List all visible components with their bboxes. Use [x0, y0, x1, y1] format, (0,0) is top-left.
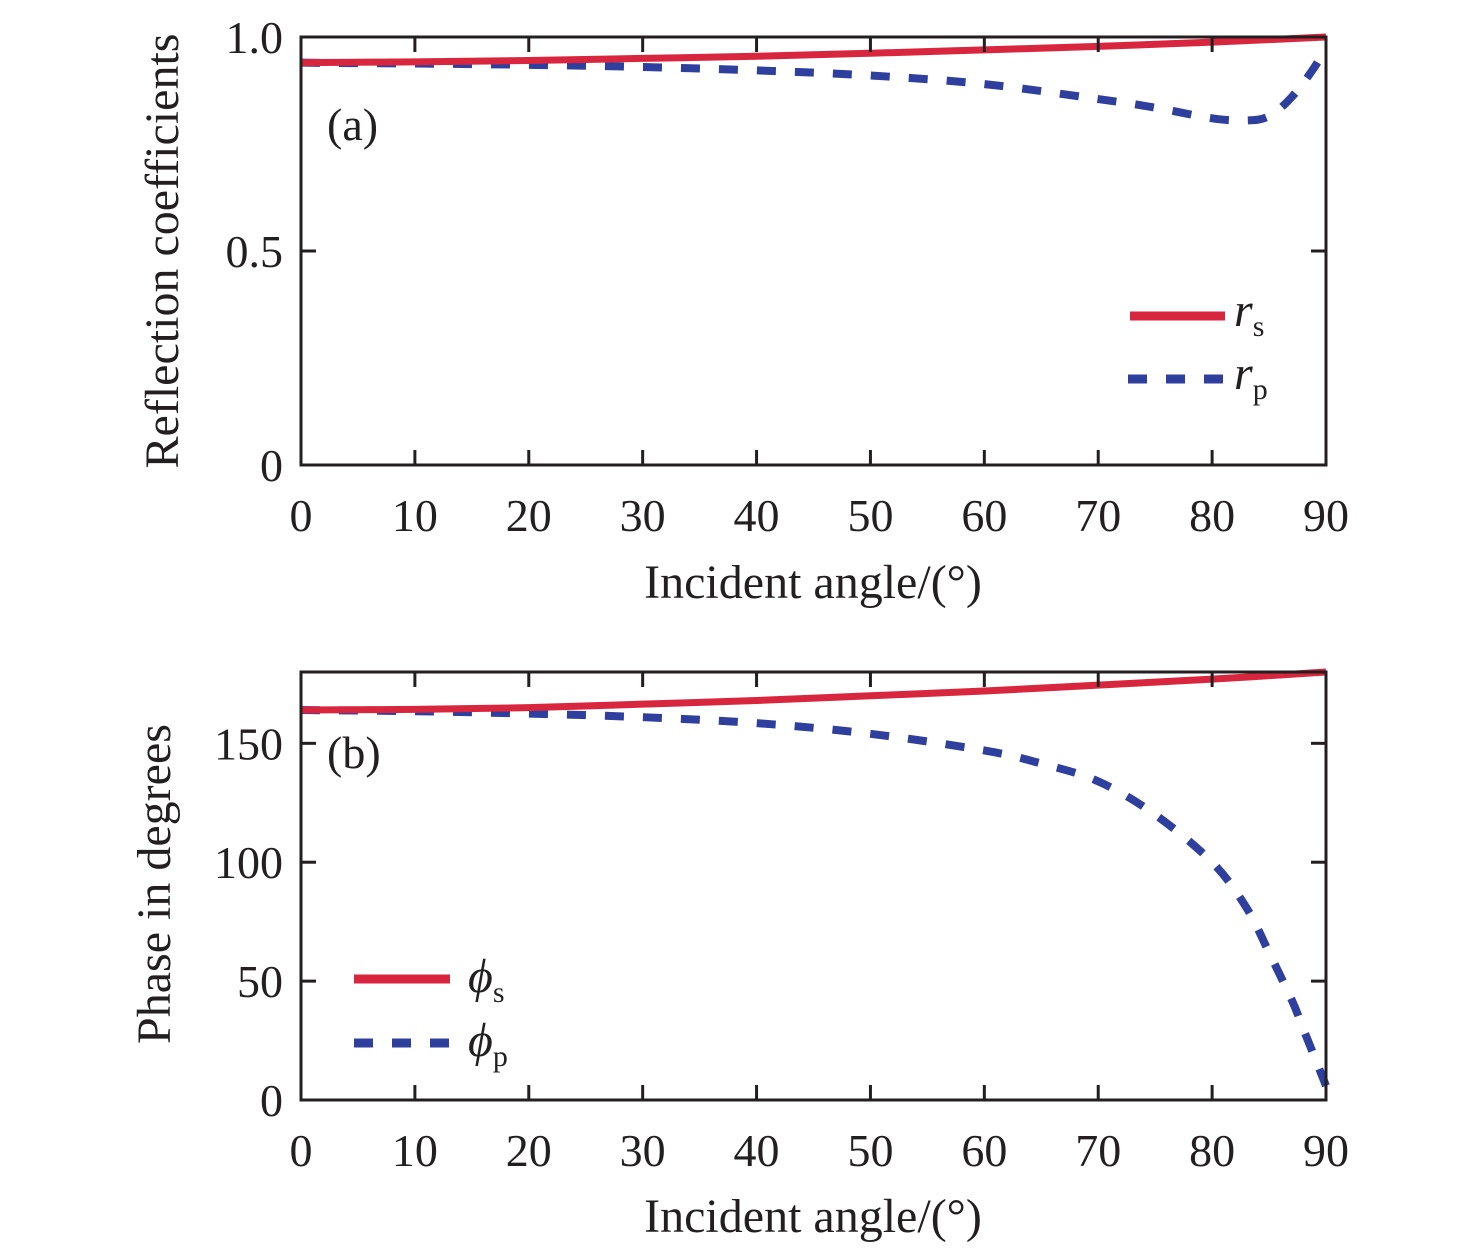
panel-a-xtick-label: 10 — [392, 490, 438, 541]
panel-a-label: (a) — [327, 99, 378, 150]
panel-a-ticks — [301, 37, 1326, 465]
panel-a-xtick-label: 90 — [1303, 490, 1349, 541]
panel-b-ylabel: Phase in degrees — [128, 724, 181, 1044]
panel-b-ytick-label: 50 — [237, 956, 283, 1007]
panel-b-series — [300, 668, 1330, 1088]
panel-a-xtick-label: 50 — [847, 490, 893, 541]
panel-b-series-phi-s — [300, 668, 1327, 714]
panel-b-xtick-label: 50 — [847, 1125, 893, 1176]
panel-a-xtick-label: 70 — [1075, 490, 1121, 541]
panel-b-xtick-label: 60 — [961, 1125, 1007, 1176]
panel-a-series — [300, 33, 1330, 125]
panel-a-series-r-s — [300, 33, 1327, 67]
panel-a-xtick-label: 40 — [734, 490, 780, 541]
legend-label-phi-s: ϕ — [468, 950, 493, 1003]
panel-b-legend: ϕs ϕp — [354, 950, 508, 1073]
svg-text:ϕs: ϕs — [468, 950, 505, 1009]
panel-a: 0 10 20 30 40 50 60 70 80 90 0 0.5 1.0 (a) Incident … — [136, 12, 1349, 609]
panel-a-legend: rs rp — [1128, 284, 1268, 406]
panel-a-ytick-label: 0 — [260, 440, 283, 491]
panel-a-xtick-label: 20 — [506, 490, 552, 541]
panel-b-xtick-label: 80 — [1189, 1125, 1235, 1176]
legend-label-phi-p: ϕ — [468, 1014, 493, 1067]
legend-label-r-s: r — [1234, 284, 1253, 337]
panel-b-tick-labels: 0 10 20 30 40 50 60 70 80 90 0 50 100 150 — [214, 718, 1349, 1176]
panel-b-xtick-label: 0 — [290, 1125, 313, 1176]
panel-a-xtick-label: 0 — [290, 490, 313, 541]
panel-b-xtick-label: 20 — [506, 1125, 552, 1176]
panel-a-xtick-label: 60 — [961, 490, 1007, 541]
panel-b-frame — [299, 670, 1328, 1102]
svg-text:rp: rp — [1234, 347, 1268, 406]
svg-text:rs: rs — [1234, 284, 1264, 343]
legend-sub-phi-p: p — [493, 1040, 508, 1073]
panel-a-tick-labels: 0 10 20 30 40 50 60 70 80 90 0 0.5 1.0 — [226, 12, 1350, 541]
panel-b-label: (b) — [327, 727, 381, 778]
panel-a-ytick-label: 1.0 — [226, 12, 284, 63]
panel-b-ticks — [301, 672, 1326, 1100]
legend-sub-phi-s: s — [493, 976, 505, 1009]
svg-text:ϕp: ϕp — [468, 1014, 508, 1073]
panel-b: 0 10 20 30 40 50 60 70 80 90 0 50 100 150 (b) Inciden… — [128, 668, 1349, 1243]
panel-b-ytick-label: 0 — [260, 1075, 283, 1126]
panel-b-xtick-label: 10 — [392, 1125, 438, 1176]
panel-b-series-phi-p — [300, 706, 1330, 1088]
panel-b-xtick-label: 90 — [1303, 1125, 1349, 1176]
panel-b-xtick-label: 30 — [620, 1125, 666, 1176]
panel-b-ytick-label: 150 — [214, 718, 283, 769]
panel-a-series-r-p — [300, 43, 1330, 125]
legend-label-r-p: r — [1234, 347, 1253, 400]
panel-b-ytick-label: 100 — [214, 837, 283, 888]
panel-a-xtick-label: 80 — [1189, 490, 1235, 541]
panel-a-xtick-label: 30 — [620, 490, 666, 541]
panel-a-ylabel: Reflection coefficients — [136, 34, 189, 469]
panel-a-frame — [299, 35, 1328, 467]
panel-b-xtick-label: 40 — [734, 1125, 780, 1176]
panel-a-xlabel: Incident angle/(°) — [644, 556, 982, 609]
panel-b-xlabel: Incident angle/(°) — [644, 1190, 982, 1243]
legend-sub-r-s: s — [1253, 310, 1265, 343]
legend-sub-r-p: p — [1253, 373, 1268, 406]
panel-b-xtick-label: 70 — [1075, 1125, 1121, 1176]
panel-a-ytick-label: 0.5 — [226, 226, 284, 277]
